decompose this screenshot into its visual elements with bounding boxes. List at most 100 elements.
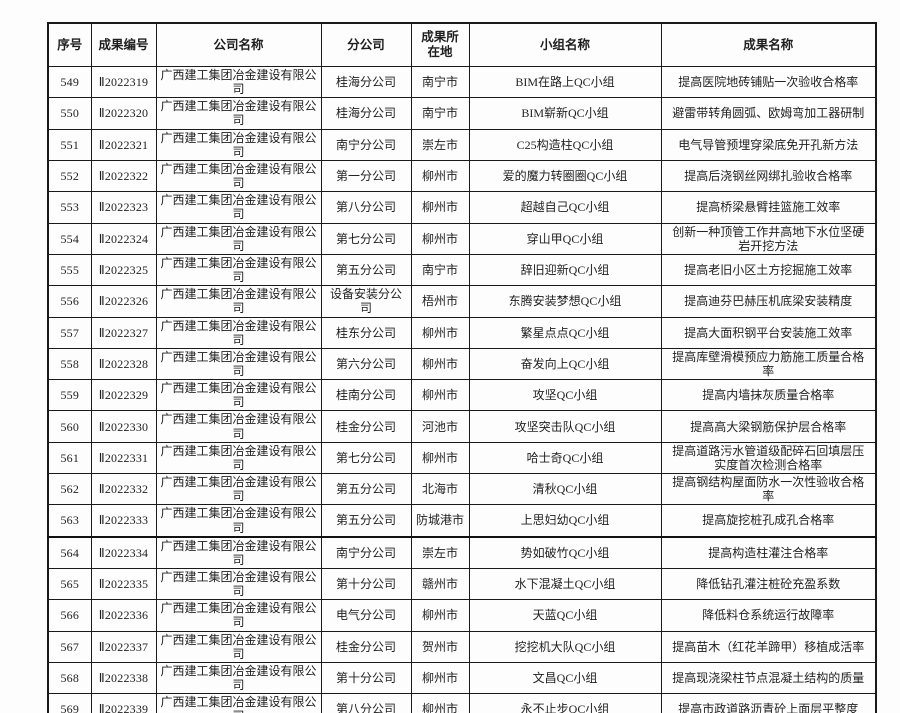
cell-city: 河池市 (410, 410, 470, 443)
cell-city: 柳州市 (410, 222, 470, 255)
table-row: 556 Ⅱ2022326 广西建工集团冶金建设有限公司 设备安装分公司 梧州市 东腾安装梦… (47, 285, 877, 318)
cell-branch: 桂海分公司 (320, 65, 412, 99)
cell-company: 广西建工集团冶金建设有限公司 (155, 97, 322, 130)
cell-branch: 桂海分公司 (320, 97, 412, 130)
cell-group: 哈士奇QC小组 (468, 441, 662, 475)
cell-group: 永不止步QC小组 (468, 693, 662, 713)
cell-group: 穿山甲QC小组 (468, 222, 662, 255)
cell-company: 广西建工集团冶金建设有限公司 (155, 599, 322, 632)
cell-group: 爱的魔力转圈圈QC小组 (468, 159, 662, 193)
cell-branch: 南宁分公司 (320, 535, 412, 569)
table-row: 567 Ⅱ2022337 广西建工集团冶金建设有限公司 桂金分公司 贺州市 挖挖机大队QC… (47, 630, 877, 663)
header-cell-no: 序号 (47, 22, 92, 67)
cell-code: Ⅱ2022338 (90, 661, 157, 695)
cell-no: 552 (47, 159, 92, 193)
cell-code: Ⅱ2022330 (90, 410, 157, 443)
table-row: 559 Ⅱ2022329 广西建工集团冶金建设有限公司 桂南分公司 柳州市 攻坚QC小组提… (47, 379, 877, 412)
cell-result: 电气导管预埋穿梁底免开孔新方法 (660, 128, 877, 161)
table-row: 552 Ⅱ2022322 广西建工集团冶金建设有限公司 第一分公司 柳州市 爱的魔力转圈圈… (47, 159, 877, 193)
cell-company: 广西建工集团冶金建设有限公司 (155, 410, 322, 443)
cell-city: 柳州市 (410, 159, 470, 193)
cell-group: BIM崭新QC小组 (468, 97, 662, 130)
cell-city: 崇左市 (410, 128, 470, 161)
cell-company: 广西建工集团冶金建设有限公司 (155, 65, 322, 99)
cell-city: 柳州市 (410, 441, 470, 475)
cell-company: 广西建工集团冶金建设有限公司 (155, 535, 322, 569)
cell-city: 柳州市 (410, 379, 470, 412)
cell-no: 561 (47, 441, 92, 475)
cell-city: 梧州市 (410, 285, 470, 318)
table-row: 569Ⅱ2022339广西建工集团冶金建设有限公司第八分公司柳州市永不止步QC小… (47, 693, 877, 713)
cell-result: 提高库壁滑模预应力筋施工质量合格率 (660, 347, 877, 381)
cell-group: 势如破竹QC小组 (468, 535, 662, 569)
cell-no: 556 (47, 285, 92, 318)
table-row: 555 Ⅱ2022325 广西建工集团冶金建设有限公司 第五分公司 南宁市 辞旧迎新QC小… (47, 253, 877, 287)
table-row: 560 Ⅱ2022330 广西建工集团冶金建设有限公司 桂金分公司 河池市 攻坚突击队QC… (47, 410, 877, 443)
cell-company: 广西建工集团冶金建设有限公司 (155, 222, 322, 255)
cell-no: 555 (47, 253, 92, 287)
cell-company: 广西建工集团冶金建设有限公司 (155, 128, 322, 161)
cell-result: 提高迪芬巴赫压机底梁安装精度 (660, 285, 877, 318)
cell-result: 提高现浇梁柱节点混凝土结构的质量 (660, 661, 877, 695)
cell-group: 上思妇幼QC小组 (468, 504, 662, 538)
cell-branch: 第五分公司 (320, 504, 412, 538)
table-row: 563 Ⅱ2022333 广西建工集团冶金建设有限公司 第五分公司 防城港市 上思妇幼QC… (47, 504, 877, 538)
cell-city: 崇左市 (410, 535, 470, 569)
cell-company: 广西建工集团冶金建设有限公司 (155, 567, 322, 601)
cell-company: 广西建工集团冶金建设有限公司 (155, 693, 322, 713)
table-header: 序号 成果编号 公司名称 分公司 成果所在地 小组名称 成果名称 (47, 22, 877, 67)
cell-code: Ⅱ2022320 (90, 97, 157, 130)
cell-city: 贺州市 (410, 630, 470, 663)
cell-no: 564 (47, 535, 92, 569)
table-row: 553 Ⅱ2022323 广西建工集团冶金建设有限公司 第八分公司 柳州市 超越自己QC小… (47, 191, 877, 224)
cell-company: 广西建工集团冶金建设有限公司 (155, 253, 322, 287)
cell-result: 提高大面积钢平台安装施工效率 (660, 316, 877, 349)
cell-group: 攻坚QC小组 (468, 379, 662, 412)
cell-code: Ⅱ2022321 (90, 128, 157, 161)
cell-branch: 第一分公司 (320, 159, 412, 193)
cell-city: 柳州市 (410, 316, 470, 349)
cell-group: 文昌QC小组 (468, 661, 662, 695)
cell-branch: 第六分公司 (320, 347, 412, 381)
table-row: 549 Ⅱ2022319 广西建工集团冶金建设有限公司 桂海分公司 南宁市 BIM在路上Q… (47, 65, 877, 99)
cell-city: 柳州市 (410, 693, 470, 713)
cell-company: 广西建工集团冶金建设有限公司 (155, 191, 322, 224)
cell-no: 563 (47, 504, 92, 538)
cell-city: 南宁市 (410, 97, 470, 130)
cell-branch: 第七分公司 (320, 222, 412, 255)
cell-group: C25构造柱QC小组 (468, 128, 662, 161)
table-row: 564 Ⅱ2022334 广西建工集团冶金建设有限公司 南宁分公司 崇左市 势如破竹QC小… (47, 535, 877, 569)
cell-group: 奋发向上QC小组 (468, 347, 662, 381)
header-cell-group: 小组名称 (468, 22, 662, 67)
cell-code: Ⅱ2022326 (90, 285, 157, 318)
cell-no: 550 (47, 97, 92, 130)
cell-code: Ⅱ2022323 (90, 191, 157, 224)
cell-city: 南宁市 (410, 65, 470, 99)
cell-no: 567 (47, 630, 92, 663)
table-row: 568 Ⅱ2022338 广西建工集团冶金建设有限公司 第十分公司 柳州市 文昌QC小组提… (47, 661, 877, 695)
cell-city: 北海市 (410, 473, 470, 506)
table-row: 562 Ⅱ2022332 广西建工集团冶金建设有限公司 第五分公司 北海市 清秋QC小组提… (47, 473, 877, 506)
cell-city: 柳州市 (410, 661, 470, 695)
cell-branch: 设备安装分公司 (320, 285, 412, 318)
cell-no: 568 (47, 661, 92, 695)
cell-city: 南宁市 (410, 253, 470, 287)
cell-code: Ⅱ2022329 (90, 379, 157, 412)
cell-city: 赣州市 (410, 567, 470, 601)
table-row: 557 Ⅱ2022327 广西建工集团冶金建设有限公司 桂东分公司 柳州市 繁星点点QC小… (47, 316, 877, 349)
cell-group: BIM在路上QC小组 (468, 65, 662, 99)
cell-company: 广西建工集团冶金建设有限公司 (155, 473, 322, 506)
cell-city: 柳州市 (410, 191, 470, 224)
cell-group: 攻坚突击队QC小组 (468, 410, 662, 443)
cell-city: 防城港市 (410, 504, 470, 538)
cell-no: 560 (47, 410, 92, 443)
header-cell-branch: 分公司 (320, 22, 412, 67)
cell-no: 562 (47, 473, 92, 506)
cell-group: 天蓝QC小组 (468, 599, 662, 632)
qc-results-table: 序号 成果编号 公司名称 分公司 成果所在地 小组名称 成果名称 549 Ⅱ202… (47, 22, 877, 713)
header-cell-city: 成果所在地 (410, 22, 470, 67)
cell-no: 565 (47, 567, 92, 601)
cell-result: 提高内墙抹灰质量合格率 (660, 379, 877, 412)
cell-result: 提高高大梁钢筋保护层合格率 (660, 410, 877, 443)
